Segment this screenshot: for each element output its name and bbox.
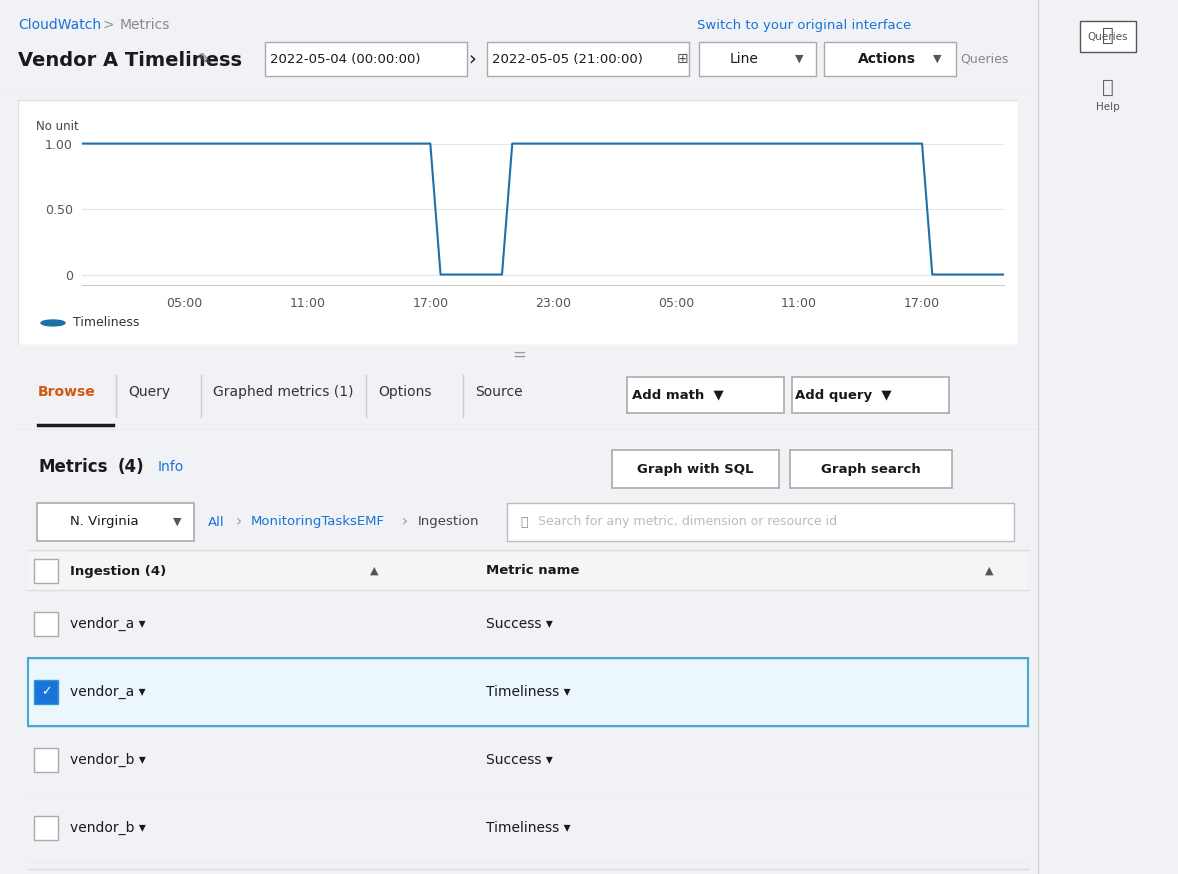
Text: Search for any metric, dimension or resource id: Search for any metric, dimension or reso…: [538, 516, 838, 529]
Text: Actions: Actions: [858, 52, 916, 66]
Text: Metric name: Metric name: [487, 565, 580, 578]
FancyBboxPatch shape: [34, 612, 58, 636]
FancyBboxPatch shape: [823, 42, 957, 76]
FancyBboxPatch shape: [18, 100, 1018, 345]
Text: All: All: [209, 516, 225, 529]
Bar: [28, 658, 1028, 726]
FancyBboxPatch shape: [627, 377, 785, 413]
Text: Source: Source: [475, 385, 523, 399]
Text: ▲: ▲: [985, 566, 993, 576]
Text: 2022-05-05 (21:00:00): 2022-05-05 (21:00:00): [492, 52, 643, 66]
Text: Query: Query: [128, 385, 170, 399]
Text: Switch to your original interface: Switch to your original interface: [697, 18, 912, 31]
Text: ▼: ▼: [795, 54, 803, 64]
Text: Info: Info: [158, 460, 184, 474]
Text: Success ▾: Success ▾: [487, 753, 552, 767]
Text: Queries: Queries: [1087, 31, 1129, 42]
Text: vendor_b ▾: vendor_b ▾: [70, 753, 146, 767]
FancyBboxPatch shape: [34, 816, 58, 840]
Text: ›: ›: [236, 515, 241, 530]
FancyBboxPatch shape: [34, 680, 58, 704]
Text: vendor_a ▾: vendor_a ▾: [70, 617, 146, 631]
Text: ›: ›: [468, 50, 476, 68]
Text: Metrics: Metrics: [120, 18, 171, 32]
FancyBboxPatch shape: [507, 503, 1014, 541]
Text: (4): (4): [118, 458, 145, 476]
FancyBboxPatch shape: [792, 377, 949, 413]
Text: vendor_a ▾: vendor_a ▾: [70, 685, 146, 699]
Text: MonitoringTasksEMF: MonitoringTasksEMF: [251, 516, 385, 529]
Text: CloudWatch: CloudWatch: [18, 18, 101, 32]
Text: Metrics: Metrics: [38, 458, 107, 476]
Text: vendor_b ▾: vendor_b ▾: [70, 821, 146, 835]
Text: Add math  ▼: Add math ▼: [633, 389, 723, 401]
FancyBboxPatch shape: [487, 42, 689, 76]
FancyBboxPatch shape: [613, 450, 779, 488]
Text: Line: Line: [730, 52, 759, 66]
FancyBboxPatch shape: [34, 748, 58, 772]
Bar: [28, 552, 1028, 590]
Text: ⓘ: ⓘ: [1103, 78, 1114, 97]
Text: Graphed metrics (1): Graphed metrics (1): [213, 385, 353, 399]
Text: >: >: [102, 18, 114, 32]
Text: N. Virginia: N. Virginia: [70, 516, 139, 529]
Text: ⬜: ⬜: [1103, 25, 1114, 45]
FancyBboxPatch shape: [699, 42, 816, 76]
Text: 2022-05-04 (00:00:00): 2022-05-04 (00:00:00): [270, 52, 421, 66]
FancyBboxPatch shape: [37, 503, 194, 541]
FancyBboxPatch shape: [265, 42, 466, 76]
Text: ✓: ✓: [41, 685, 52, 698]
FancyBboxPatch shape: [790, 450, 952, 488]
Text: Timeliness: Timeliness: [73, 316, 139, 329]
Text: Help: Help: [1096, 101, 1120, 112]
Text: ▼: ▼: [173, 517, 181, 527]
Text: Options: Options: [378, 385, 431, 399]
Text: ✎: ✎: [198, 52, 211, 67]
FancyBboxPatch shape: [34, 559, 58, 583]
Text: Ingestion (4): Ingestion (4): [70, 565, 166, 578]
Text: Timeliness ▾: Timeliness ▾: [487, 821, 570, 835]
Text: ›: ›: [402, 515, 408, 530]
Circle shape: [41, 320, 65, 326]
Text: Add query  ▼: Add query ▼: [795, 389, 892, 401]
Text: =: =: [512, 346, 525, 364]
Text: 🔍: 🔍: [519, 516, 528, 529]
Text: Success ▾: Success ▾: [487, 617, 552, 631]
Text: Queries: Queries: [960, 52, 1008, 66]
FancyBboxPatch shape: [1080, 21, 1137, 52]
Text: ▲: ▲: [370, 566, 378, 576]
Text: Graph with SQL: Graph with SQL: [637, 462, 753, 475]
Text: Vendor A Timeliness: Vendor A Timeliness: [18, 51, 241, 70]
Text: Graph search: Graph search: [821, 462, 921, 475]
Text: ▼: ▼: [933, 54, 941, 64]
Text: No unit: No unit: [37, 120, 79, 133]
Text: Browse: Browse: [38, 385, 95, 399]
Text: Timeliness ▾: Timeliness ▾: [487, 685, 570, 699]
Text: ⊞: ⊞: [677, 52, 689, 66]
Text: Ingestion: Ingestion: [418, 516, 479, 529]
